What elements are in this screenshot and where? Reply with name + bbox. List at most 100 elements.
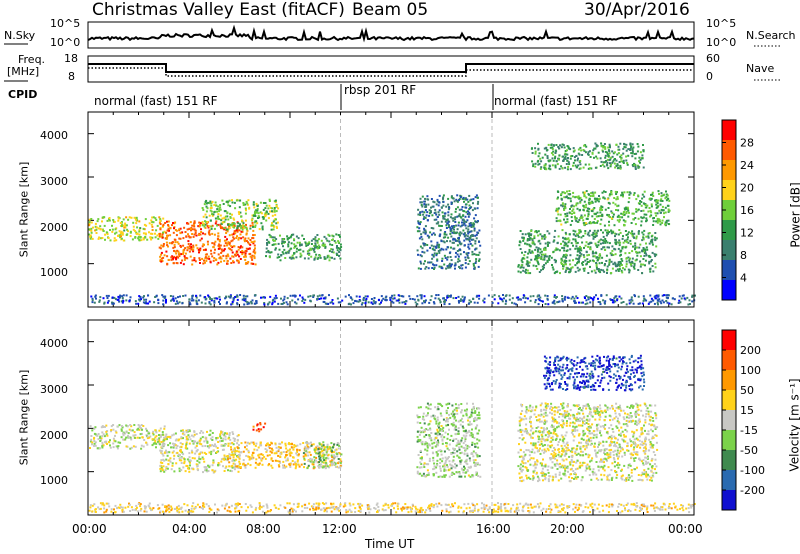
scatter-cell <box>656 204 659 207</box>
scatter-cell <box>319 453 322 456</box>
scatter-cell <box>163 436 166 439</box>
scatter-cell <box>316 247 319 250</box>
scatter-cell <box>151 232 154 235</box>
scatter-cell <box>475 253 478 256</box>
scatter-cell <box>583 269 586 272</box>
scatter-cell <box>206 441 209 444</box>
scatter-cell <box>589 221 592 223</box>
scatter-cell <box>209 303 212 306</box>
scatter-cell <box>94 444 97 447</box>
scatter-cell <box>413 298 416 301</box>
scatter-cell <box>540 300 543 302</box>
scatter-cell <box>93 440 96 442</box>
scatter-cell <box>95 434 98 437</box>
scatter-cell <box>446 258 449 261</box>
scatter-cell <box>223 210 226 213</box>
scatter-cell <box>173 246 176 249</box>
scatter-cell <box>594 271 597 274</box>
scatter-cell <box>610 272 613 274</box>
scatter-cell <box>541 300 544 303</box>
scatter-cell <box>470 230 473 233</box>
scatter-cell <box>630 296 633 299</box>
scatter-cell <box>661 205 664 208</box>
scatter-cell <box>528 261 531 264</box>
scatter-cell <box>203 259 205 262</box>
scatter-cell <box>192 250 195 253</box>
scatter-cell <box>292 456 294 459</box>
scatter-cell <box>211 232 214 235</box>
scatter-cell <box>231 224 234 227</box>
scatter-cell <box>251 258 254 261</box>
scatter-cell <box>573 156 576 159</box>
scatter-cell <box>436 259 439 262</box>
scatter-cell <box>116 425 119 428</box>
scatter-cell <box>248 247 251 250</box>
scatter-cell <box>133 436 136 439</box>
scatter-cell <box>231 466 234 469</box>
scatter-cell <box>603 246 606 249</box>
scatter-cell <box>603 301 606 304</box>
scatter-cell <box>253 206 256 209</box>
scatter-cell <box>593 229 596 232</box>
scatter-cell <box>588 163 591 166</box>
scatter-cell <box>300 243 303 246</box>
scatter-cell <box>327 448 329 450</box>
scatter-cell <box>665 219 668 222</box>
scatter-cell <box>270 447 273 450</box>
scatter-cell <box>101 446 104 449</box>
scatter-cell <box>634 217 637 219</box>
scatter-cell <box>497 302 500 305</box>
scatter-cell <box>577 195 580 198</box>
scatter-cell <box>560 165 563 168</box>
scatter-cell <box>104 233 107 236</box>
scatter-cell <box>443 217 446 220</box>
scatter-cell <box>313 447 316 450</box>
scatter-cell <box>142 232 145 235</box>
scatter-cell <box>218 440 221 443</box>
scatter-cell <box>323 448 326 451</box>
scatter-cell <box>333 257 336 260</box>
scatter-cell <box>583 223 586 226</box>
scatter-cell <box>614 190 617 193</box>
scatter-cell <box>322 441 325 444</box>
scatter-cell <box>575 195 578 198</box>
scatter-cell <box>416 295 419 298</box>
scatter-cell <box>657 190 660 193</box>
scatter-cell <box>654 255 657 258</box>
scatter-cell <box>564 155 567 158</box>
velocity-panel <box>87 320 696 515</box>
scatter-cell <box>340 246 343 248</box>
scatter-cell <box>236 435 239 438</box>
scatter-cell <box>289 448 291 451</box>
scatter-cell <box>132 445 135 448</box>
scatter-cell <box>206 445 209 448</box>
scatter-cell <box>600 218 603 221</box>
scatter-cell <box>628 271 631 274</box>
scatter-cell <box>260 428 263 431</box>
scatter-cell <box>558 147 560 150</box>
scatter-cell <box>165 451 168 454</box>
scatter-cell <box>445 219 448 222</box>
scatter-cell <box>422 218 425 220</box>
cpid-label: CPID <box>8 88 38 101</box>
scatter-cell <box>298 465 301 468</box>
scatter-cell <box>239 251 242 254</box>
scatter-cell <box>599 207 602 209</box>
scatter-cell <box>105 440 108 443</box>
scatter-cell <box>201 221 204 223</box>
scatter-cell <box>608 246 610 249</box>
scatter-cell <box>288 249 291 252</box>
scatter-cell <box>626 162 629 165</box>
scatter-cell <box>614 248 617 251</box>
scatter-cell <box>450 259 453 262</box>
scatter-cell <box>572 191 575 194</box>
scatter-cell <box>651 241 654 244</box>
scatter-cell <box>350 303 352 306</box>
scatter-cell <box>577 157 579 160</box>
scatter-cell <box>245 448 248 451</box>
scatter-cell <box>614 235 616 238</box>
scatter-cell <box>316 245 319 248</box>
scatter-cell <box>553 258 556 261</box>
scatter-cell <box>206 240 209 243</box>
scatter-cell <box>444 474 447 477</box>
